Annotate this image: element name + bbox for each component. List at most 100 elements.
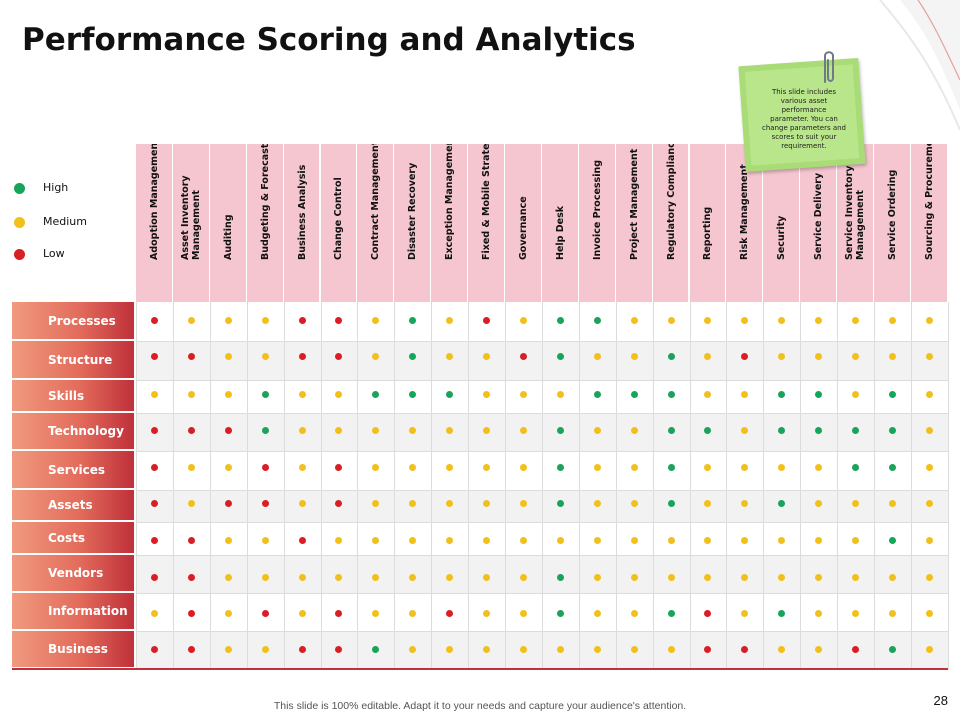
score-dot-icon — [261, 316, 269, 324]
score-dot-icon — [224, 645, 232, 653]
score-dot-icon — [335, 316, 343, 324]
score-dot-icon — [409, 609, 417, 617]
grid-line — [136, 302, 137, 669]
score-dot-icon — [741, 609, 749, 617]
score-dot-icon — [150, 426, 158, 434]
grid-line — [505, 302, 506, 669]
score-dot-icon — [667, 463, 675, 471]
score-dot-icon — [778, 426, 786, 434]
column-header-inner: Help Desk — [542, 144, 578, 260]
column-header-label: Invoice Processing — [591, 159, 603, 260]
score-dot-icon — [372, 390, 380, 398]
grid-line — [541, 302, 543, 669]
score-dot-icon — [704, 463, 712, 471]
score-dot-icon — [925, 352, 933, 360]
grid-line — [136, 593, 948, 594]
score-dot-icon — [630, 499, 638, 507]
score-dot-icon — [852, 390, 860, 398]
score-dot-icon — [630, 352, 638, 360]
column-header: Invoice Processing — [578, 144, 616, 302]
score-dot-icon — [224, 536, 232, 544]
score-dot-icon — [556, 499, 564, 507]
grid-line — [136, 413, 948, 414]
column-header: Service Ordering — [874, 144, 911, 302]
score-dot-icon — [556, 463, 564, 471]
score-dot-icon — [852, 499, 860, 507]
score-dot-icon — [483, 645, 491, 653]
score-dot-icon — [483, 352, 491, 360]
legend-label: High — [43, 181, 69, 194]
score-dot-icon — [483, 536, 491, 544]
score-dot-icon — [556, 573, 564, 581]
grid-line — [283, 302, 285, 669]
score-dot-icon — [667, 316, 675, 324]
column-header: Auditing — [209, 144, 247, 302]
score-dot-icon — [704, 645, 712, 653]
row-label-services: Services — [12, 451, 134, 490]
column-header-label: Service Ordering — [886, 169, 898, 260]
score-dot-icon — [298, 316, 306, 324]
row-label-business: Business — [12, 631, 134, 669]
score-dot-icon — [556, 426, 564, 434]
column-header: Service Inventory Management — [837, 144, 874, 302]
score-dot-icon — [630, 573, 638, 581]
score-dot-icon — [925, 609, 933, 617]
column-header: Governance — [505, 144, 542, 302]
score-dot-icon — [556, 352, 564, 360]
score-dot-icon — [372, 499, 380, 507]
score-dot-icon — [815, 609, 823, 617]
score-dot-icon — [187, 609, 195, 617]
column-header: Disaster Recovery — [394, 144, 432, 302]
score-dot-icon — [630, 426, 638, 434]
score-dot-icon — [667, 609, 675, 617]
score-dot-icon — [630, 316, 638, 324]
score-dot-icon — [593, 426, 601, 434]
column-header: Project Management — [615, 144, 653, 302]
score-dot-icon — [778, 536, 786, 544]
score-dot-icon — [888, 390, 896, 398]
grid-line — [136, 490, 948, 491]
row-label-assets: Assets — [12, 490, 134, 522]
score-dot-icon — [778, 463, 786, 471]
score-dot-icon — [667, 573, 675, 581]
column-header: Business Analysis — [283, 144, 321, 302]
score-dot-icon — [372, 573, 380, 581]
score-dot-icon — [852, 536, 860, 544]
score-dot-icon — [741, 352, 749, 360]
row-label-technology: Technology — [12, 413, 134, 451]
score-dot-icon — [888, 499, 896, 507]
grid-line — [874, 302, 875, 669]
score-dot-icon — [852, 609, 860, 617]
score-dot-icon — [298, 609, 306, 617]
score-dot-icon — [556, 390, 564, 398]
column-header-label: Business Analysis — [296, 164, 308, 260]
score-dot-icon — [483, 573, 491, 581]
column-header: Adoption Management — [136, 144, 173, 302]
score-dot-icon — [593, 536, 601, 544]
column-header-inner: Adoption Management — [136, 144, 172, 260]
score-dot-icon — [852, 645, 860, 653]
score-dot-icon — [298, 352, 306, 360]
column-header-label: Disaster Recovery — [406, 162, 418, 260]
column-header-inner: Auditing — [210, 144, 246, 260]
column-header: Service Delivery — [800, 144, 838, 302]
score-dot-icon — [704, 316, 712, 324]
score-dot-icon — [556, 316, 564, 324]
score-dot-icon — [888, 645, 896, 653]
low-dot-icon — [14, 249, 25, 260]
column-header: Security — [763, 144, 801, 302]
grid-line — [136, 631, 948, 632]
score-dot-icon — [778, 645, 786, 653]
score-dot-icon — [483, 316, 491, 324]
score-dot-icon — [224, 463, 232, 471]
score-dot-icon — [224, 316, 232, 324]
column-header-label: Adoption Management — [148, 144, 160, 260]
score-dot-icon — [925, 499, 933, 507]
score-dot-icon — [224, 609, 232, 617]
score-dot-icon — [925, 426, 933, 434]
score-dot-icon — [593, 316, 601, 324]
paperclip-icon — [824, 51, 834, 83]
column-header-inner: Change Control — [321, 144, 357, 260]
column-header-label: Budgeting & Forecasting — [259, 144, 271, 260]
legend-label: Medium — [43, 215, 87, 228]
